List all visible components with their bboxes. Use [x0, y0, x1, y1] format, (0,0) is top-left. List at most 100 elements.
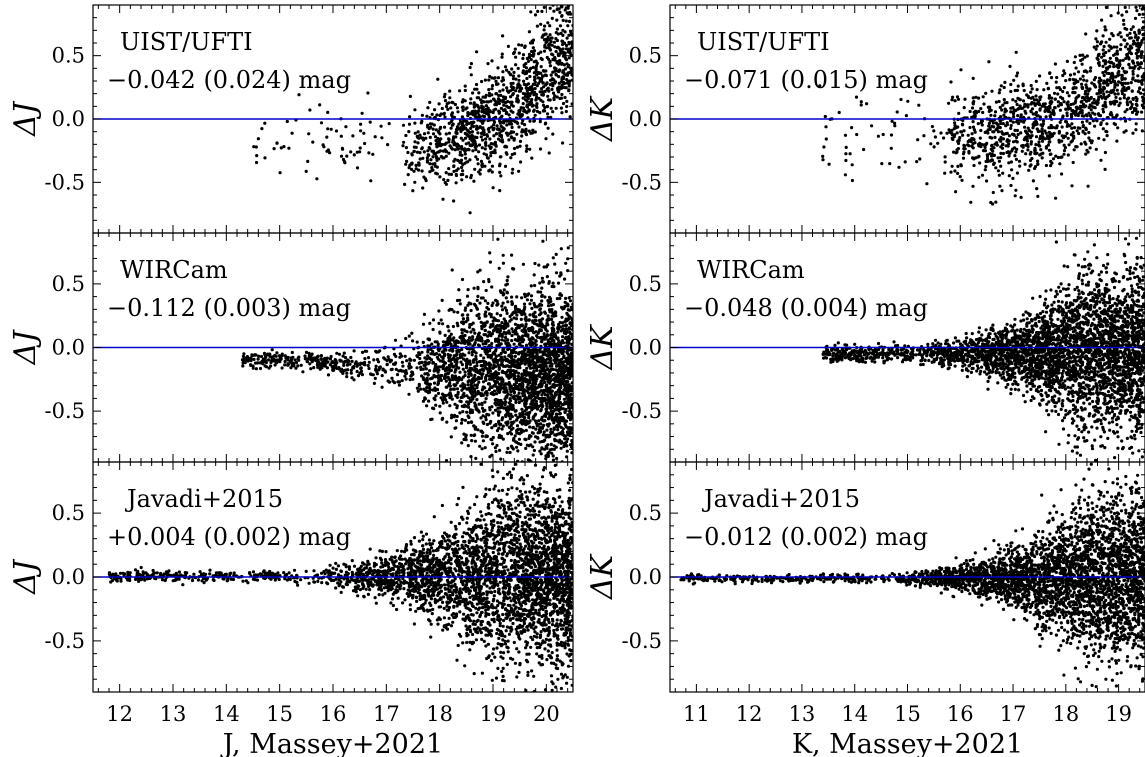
data-point: [478, 335, 483, 340]
data-point: [540, 35, 544, 39]
data-point: [545, 334, 550, 338]
data-point: [450, 100, 454, 104]
data-point: [451, 140, 455, 144]
data-point: [535, 407, 540, 411]
data-point: [542, 376, 546, 380]
data-point: [511, 330, 515, 334]
data-point: [366, 363, 370, 368]
data-point: [453, 157, 457, 161]
data-point: [467, 351, 471, 355]
data-point: [475, 313, 479, 318]
data-point: [494, 449, 498, 454]
data-point: [485, 593, 489, 597]
data-point: [326, 110, 330, 114]
data-point: [456, 390, 460, 394]
data-point: [488, 349, 492, 353]
data-point: [530, 156, 534, 160]
data-point: [407, 392, 411, 396]
data-point: [436, 77, 440, 81]
data-point: [461, 393, 465, 397]
data-point: [488, 251, 492, 255]
data-point: [542, 28, 546, 32]
data-point: [457, 366, 461, 370]
data-point: [561, 427, 565, 431]
data-point: [459, 334, 463, 339]
data-point: [539, 22, 543, 26]
data-point: [555, 38, 560, 43]
data-point: [501, 378, 505, 382]
data-point: [465, 330, 469, 334]
data-point: [430, 612, 434, 616]
data-point: [455, 658, 459, 662]
data-point: [466, 147, 470, 151]
data-point: [404, 336, 408, 341]
data-point: [543, 373, 547, 377]
data-point: [447, 137, 451, 142]
data-point: [549, 336, 553, 340]
data-point: [472, 302, 477, 306]
data-point: [430, 342, 434, 346]
data-point: [415, 340, 419, 344]
data-point: [521, 69, 526, 73]
data-point: [345, 363, 349, 367]
data-point: [545, 353, 549, 357]
data-point: [503, 144, 508, 148]
data-point: [460, 277, 465, 282]
data-point: [551, 281, 555, 285]
data-point: [400, 379, 404, 383]
data-point: [566, 430, 570, 434]
data-point: [487, 278, 491, 282]
data-point: [560, 360, 564, 364]
data-point: [476, 343, 480, 347]
data-point: [546, 367, 550, 371]
data-point: [512, 372, 516, 376]
data-point: [466, 160, 470, 164]
data-point: [494, 397, 498, 402]
data-point: [498, 131, 502, 135]
data-point: [246, 359, 250, 363]
data-point: [241, 364, 245, 368]
data-point: [495, 380, 500, 384]
data-point: [429, 142, 433, 146]
data-point: [435, 387, 440, 392]
data-point: [529, 385, 533, 389]
data-point: [563, 67, 568, 71]
data-point: [539, 318, 543, 322]
data-point: [508, 89, 512, 93]
data-point: [254, 145, 258, 149]
data-point: [520, 418, 524, 422]
data-point: [480, 146, 484, 150]
data-point: [340, 367, 344, 371]
data-point: [566, 71, 570, 76]
data-point: [526, 293, 530, 297]
data-point: [442, 352, 446, 356]
data-point: [550, 326, 554, 330]
data-point: [430, 112, 434, 116]
data-point: [541, 239, 545, 243]
data-point: [486, 369, 490, 373]
data-point: [413, 131, 417, 135]
data-point: [530, 49, 534, 54]
data-point: [552, 348, 556, 352]
data-point: [450, 397, 454, 401]
data-point: [417, 168, 421, 172]
data-point: [318, 103, 322, 107]
data-point: [531, 445, 535, 449]
data-point: [540, 384, 544, 388]
data-point: [548, 6, 552, 10]
data-point: [283, 359, 287, 364]
data-point: [411, 339, 415, 343]
data-point: [515, 424, 520, 428]
data-point: [509, 156, 513, 160]
data-point: [500, 129, 504, 133]
data-point: [254, 367, 258, 371]
data-point: [502, 390, 506, 394]
data-point: [513, 47, 517, 51]
data-point: [506, 300, 510, 304]
data-point: [512, 316, 516, 320]
data-point: [426, 123, 430, 127]
data-point: [442, 376, 446, 380]
data-point: [481, 409, 485, 413]
data-point: [469, 408, 473, 412]
data-point: [438, 359, 442, 363]
